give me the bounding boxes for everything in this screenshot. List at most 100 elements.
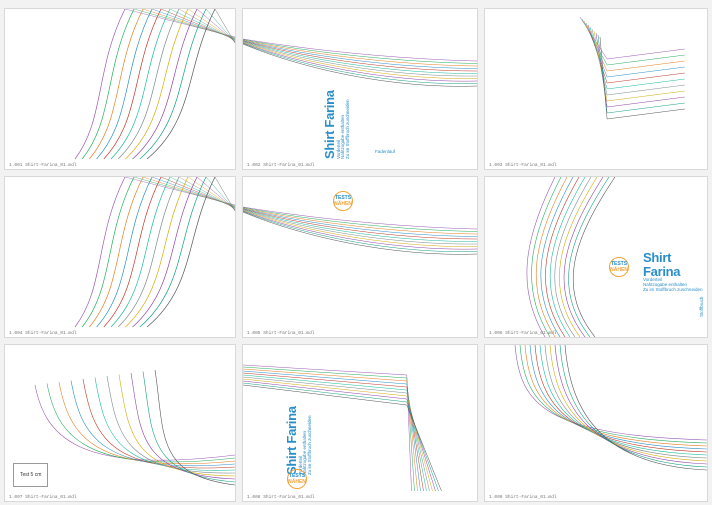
size-line (81, 9, 135, 160)
size-line (46, 383, 235, 463)
size-line (243, 384, 442, 492)
size-line (146, 9, 216, 160)
size-line (243, 374, 427, 492)
size-line (243, 210, 477, 247)
size-line (243, 208, 477, 240)
size-line (154, 369, 235, 486)
pattern-lines (243, 364, 442, 492)
size-line (243, 382, 439, 492)
pattern-note-fold: Zu im Stoffbruch zuschneiden (643, 286, 703, 292)
size-line (243, 42, 477, 79)
size-line (243, 209, 477, 245)
size-line (178, 177, 235, 209)
size-line (519, 345, 707, 444)
pattern-lines (243, 206, 477, 255)
size-line (196, 177, 235, 210)
size-line (89, 177, 144, 328)
pattern-title-block: Shirt Farina Vorderteil Nahtzugabe entha… (322, 90, 351, 159)
pattern-title: Shirt Farina (643, 250, 681, 279)
brand-logo: TESTS NÄHEN (333, 191, 353, 211)
size-line (563, 177, 604, 337)
pattern-title-block: Shirt Farina Vorderteil Nahtzugabe entha… (284, 406, 313, 475)
size-line (110, 9, 171, 160)
logo-text-bottom: NÄHEN (610, 267, 628, 273)
size-line (89, 9, 144, 160)
pattern-note-seam: Nahtzugabe enthalten (643, 282, 688, 287)
size-line (243, 372, 424, 492)
size-line (132, 177, 198, 328)
size-line (214, 177, 235, 212)
pattern-sheet-9: 1.009 Shirt-Farina_01.mdl (484, 344, 708, 502)
size-line (572, 177, 616, 337)
logo-text-bottom: NÄHEN (334, 201, 352, 207)
size-line (243, 380, 436, 492)
size-line (103, 9, 162, 160)
size-line (243, 42, 477, 82)
size-line (117, 177, 180, 328)
size-line (593, 30, 685, 102)
size-line (178, 9, 235, 41)
size-line (554, 345, 707, 465)
pattern-lines (579, 16, 685, 120)
size-line (568, 177, 610, 337)
size-line (243, 39, 477, 67)
pattern-title-block: Shirt Farina Vorderteil Nahtzugabe entha… (643, 251, 707, 292)
size-line (243, 209, 477, 242)
pattern-lines (74, 9, 235, 160)
size-line (243, 207, 477, 232)
test-square: Test 5 cm (13, 463, 49, 487)
pattern-sheet-7: Test 5 cm 1.007 Shirt-Farina_01.mdl (4, 344, 236, 502)
size-line (243, 211, 477, 255)
size-line (545, 177, 580, 337)
size-line (243, 370, 421, 492)
size-line (110, 177, 171, 328)
size-line (214, 9, 235, 44)
pattern-sheet-4: 1.004 Shirt-Farina_01.mdl (4, 176, 236, 338)
size-line (591, 28, 685, 96)
size-line (169, 177, 235, 209)
size-line (74, 177, 126, 328)
size-line (34, 384, 235, 461)
size-line (549, 177, 586, 337)
sheet-footer: 1.008 Shirt-Farina_01.mdl (247, 495, 315, 500)
grainline-label: Fadenlauf (375, 149, 396, 154)
pattern-sheet-5: TESTS NÄHEN 1.005 Shirt-Farina_01.mdl (242, 176, 478, 338)
size-line (587, 24, 685, 84)
pattern-lines (526, 177, 616, 337)
size-line (169, 9, 235, 41)
sheet-footer: 1.001 Shirt-Farina_01.mdl (9, 163, 77, 168)
sheet-footer: 1.009 Shirt-Farina_01.mdl (489, 495, 557, 500)
size-line (243, 368, 418, 492)
size-line (125, 9, 189, 160)
size-line (187, 177, 235, 210)
size-line (125, 177, 189, 328)
size-line (70, 380, 235, 467)
pattern-note-fold: Zu im Stoffbruch zuschneiden (345, 99, 351, 159)
size-line (96, 9, 153, 160)
size-line (579, 16, 685, 60)
logo-text-bottom: NÄHEN (288, 479, 306, 485)
size-line (243, 366, 415, 492)
size-line (243, 364, 412, 492)
size-line (539, 345, 707, 456)
size-line (243, 40, 477, 69)
size-line (589, 26, 685, 90)
size-line (94, 377, 235, 471)
size-line (529, 345, 707, 450)
size-line (196, 9, 235, 42)
pattern-lines (243, 38, 477, 87)
size-line (243, 38, 477, 62)
size-line (599, 36, 685, 120)
size-line (243, 211, 477, 252)
pattern-title: Shirt Farina (322, 90, 337, 159)
sheet-footer: 1.003 Shirt-Farina_01.mdl (489, 163, 557, 168)
pattern-sheet-6: TESTS NÄHEN Shirt Farina Vorderteil Naht… (484, 176, 708, 338)
size-line (132, 9, 198, 160)
pattern-lines (34, 369, 235, 486)
size-line (554, 177, 592, 337)
size-line (130, 372, 235, 480)
size-line (205, 9, 235, 43)
size-line (595, 32, 685, 108)
size-line (559, 177, 598, 337)
size-line (205, 177, 235, 211)
